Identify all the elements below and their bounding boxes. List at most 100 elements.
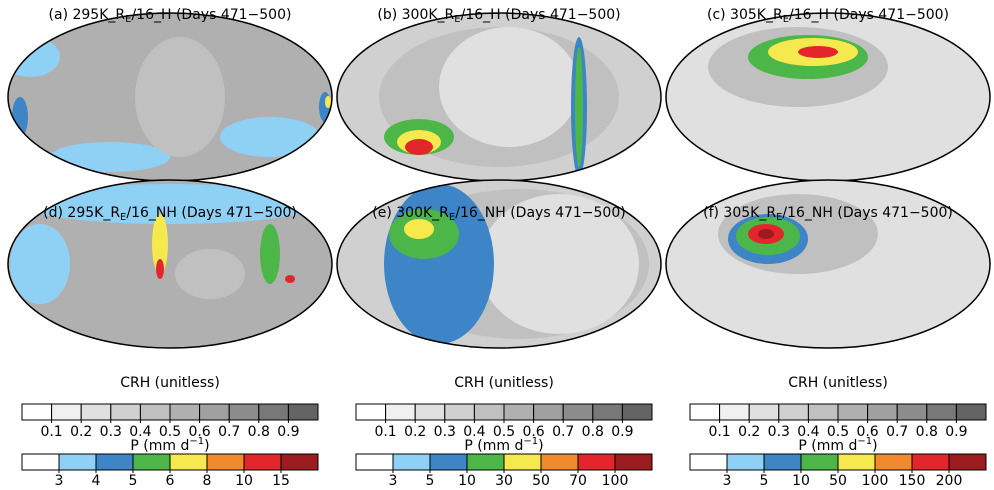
- colorbar-bin: [51, 403, 82, 421]
- title-text: /16_NH (Days 471−500): [782, 205, 952, 221]
- colorbar-tick-label: 0.9: [277, 424, 299, 440]
- colorbar-tick-label: 0.9: [611, 424, 633, 440]
- colorbar-bin: [258, 403, 289, 421]
- colorbar-bin: [21, 403, 53, 421]
- colorbar-tick-label: 4: [92, 473, 101, 489]
- colorbar-bin: [533, 403, 564, 421]
- colorbar-tick-label: 5: [426, 473, 435, 489]
- colorbar-bin: [896, 403, 928, 421]
- colorbar-tick-label: 0.1: [40, 424, 62, 440]
- colorbar-bin: [95, 453, 134, 471]
- colorbar-tick-label: 50: [829, 473, 847, 489]
- colorbar-bin: [689, 403, 721, 421]
- colorbar-bin: [392, 453, 431, 471]
- colorbar-tick-label: 3: [55, 473, 64, 489]
- colorbar-tick-label: 0.1: [374, 424, 396, 440]
- colorbar-tick-label: 3: [389, 473, 398, 489]
- map-field: [337, 13, 661, 181]
- colorbar-tick-label: 50: [532, 473, 550, 489]
- colorbar-bin: [58, 453, 97, 471]
- colorbar-label: CRH (unitless): [788, 375, 888, 391]
- colorbar-bin: [243, 453, 282, 471]
- title-subscript: E: [120, 212, 126, 223]
- colorbar-bin: [800, 453, 839, 471]
- colorbar-bin: [577, 453, 616, 471]
- colorbar-tick-label: 0.2: [404, 424, 426, 440]
- colorbar-bin: [748, 403, 780, 421]
- title-text: /16_NH (Days 471−500): [455, 205, 625, 221]
- colorbar-bin: [614, 453, 653, 471]
- colorbar-tick-label: 0.3: [434, 424, 456, 440]
- title-subscript: E: [776, 212, 782, 223]
- colorbar-bin: [169, 453, 208, 471]
- panel-title: (d) 295K_RE/16_NH (Days 471−500): [43, 205, 297, 223]
- label-text: P (mm d: [798, 438, 857, 454]
- colorbar-bin: [621, 403, 653, 421]
- colorbar-bin: [503, 453, 542, 471]
- map-field: [8, 180, 332, 348]
- colorbar-bin: [355, 403, 387, 421]
- colorbar-bin: [867, 403, 898, 421]
- map-region: [175, 249, 245, 299]
- colorbar-tick-label: 0.4: [463, 424, 485, 440]
- map-panel: (b) 300K_RE/16_H (Days 471−500): [336, 7, 662, 182]
- label-text: ): [538, 438, 543, 454]
- colorbar-label: CRH (unitless): [454, 375, 554, 391]
- title-text: (c) 305K_R: [707, 7, 783, 23]
- title-text: /16_H (Days 471−500): [131, 7, 291, 23]
- colorbar-tick-label: 0.2: [70, 424, 92, 440]
- title-text: (e) 300K_R: [372, 205, 449, 221]
- colorbar-bin: [948, 453, 987, 471]
- colorbar-bin: [228, 403, 260, 421]
- title-subscript: E: [449, 212, 455, 223]
- map-region: [152, 214, 168, 274]
- colorbar-tick-label: 3: [723, 473, 732, 489]
- label-superscript: −1: [857, 436, 872, 447]
- label-superscript: −1: [523, 436, 538, 447]
- colorbar-bin: [763, 453, 802, 471]
- colorbar-tick-label: 0.7: [552, 424, 574, 440]
- map-region: [404, 219, 434, 239]
- map-outline: [7, 179, 333, 349]
- map-region: [20, 184, 320, 224]
- map-region: [575, 47, 583, 167]
- map-outline: [336, 179, 662, 349]
- panel-title: (f) 305K_RE/16_NH (Days 471−500): [703, 205, 953, 223]
- colorbar-bin: [199, 403, 230, 421]
- colorbar-label: P (mm d−1): [464, 436, 543, 454]
- colorbar-tick-label: 6: [166, 473, 175, 489]
- colorbar-tick-label: 0.6: [522, 424, 544, 440]
- colorbar-bin: [110, 403, 141, 421]
- colorbar-bin: [385, 403, 416, 421]
- panel-title: (a) 295K_RE/16_H (Days 471−500): [49, 7, 292, 25]
- colorbar-tick-label: 0.5: [159, 424, 181, 440]
- panel-title: (e) 300K_RE/16_NH (Days 471−500): [372, 205, 625, 223]
- colorbar-bin: [206, 453, 245, 471]
- map-region: [10, 224, 70, 304]
- colorbar-tick-label: 0.8: [916, 424, 938, 440]
- map-region: [285, 275, 295, 283]
- map-region: [405, 139, 433, 155]
- colorbar-tick-label: 0.8: [248, 424, 270, 440]
- colorbar-group: CRH (unitless) 0.1 0.2 0.3 0.4 0.5 0.6 0.7 0.8 0.…: [689, 375, 987, 489]
- colorbar-bin: [139, 403, 171, 421]
- label-text: P (mm d: [130, 438, 189, 454]
- colorbar-bin: [21, 453, 60, 471]
- colorbar-bin: [926, 403, 957, 421]
- map-field: [8, 13, 332, 181]
- map-region: [8, 37, 60, 77]
- map-panel: (a) 295K_RE/16_H (Days 471−500): [7, 7, 333, 182]
- colorbar-tick-label: 0.5: [493, 424, 515, 440]
- map-field: [666, 13, 990, 181]
- colorbar-group: CRH (unitless) 0.1 0.2 0.3 0.4 0.5 0.6 0.7 0.8 0.…: [355, 375, 653, 489]
- colorbar-tick-label: 30: [495, 473, 513, 489]
- label-text: ): [872, 438, 877, 454]
- map-region: [758, 229, 774, 239]
- title-text: (f) 305K_R: [703, 205, 776, 221]
- colorbar-tick-label: 0.9: [945, 424, 967, 440]
- title-text: (d) 295K_R: [43, 205, 120, 221]
- map-region: [798, 46, 838, 58]
- colorbar-bin: [911, 453, 950, 471]
- map-region: [479, 194, 639, 334]
- title-text: /16_H (Days 471−500): [789, 7, 949, 23]
